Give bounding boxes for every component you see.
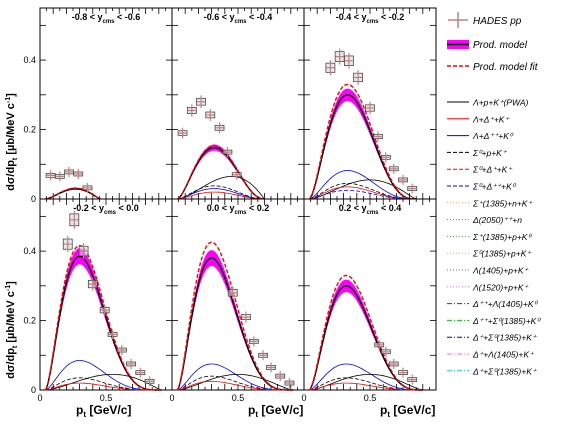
legend-channel-label: Λ+p+K⁺(PWA) [472, 98, 529, 108]
y-axis-title-bottom: dσ/dpt [µb/MeV c-1] [5, 281, 19, 379]
panel-2: -0.6 < ycms < -0.4 [171, 7, 305, 200]
panel-5: 0.0 < ycms < 0.2 [171, 198, 305, 391]
legend: HADES pp Prod. model Prod. model fit Λ+p+K⁺… [447, 12, 541, 376]
legend-channel-label: Δ⁺+Λ(1405)+K⁺ [472, 350, 535, 360]
y-tick-label: 0 [31, 385, 36, 395]
legend-channel-label: Λ(1405)+p+K⁺ [472, 266, 530, 276]
legend-channel-label: Δ⁺+Σ⁰(1385)+K⁺ [472, 333, 538, 343]
prod-model-fit-line [45, 187, 101, 200]
x-axis-title-2: pt [GeV/c] [248, 403, 303, 419]
channel-curve [309, 189, 417, 200]
channel-curve [177, 374, 294, 391]
x-tick-label: 0 [301, 393, 306, 403]
channel-curve [309, 183, 417, 200]
prod-model-fit-line [176, 241, 294, 391]
x-axis-title-3: pt [GeV/c] [380, 403, 435, 419]
x-tick-label: 0 [37, 393, 42, 403]
prod-model-fit-line [177, 144, 265, 200]
channel-curve [177, 176, 265, 200]
legend-channel-label: Δ⁺+Σ⁰(1385)+K⁺ [472, 366, 538, 376]
panel-1: -0.8 < ycms < -0.6 [39, 7, 173, 200]
x-axis-title-1: pt [GeV/c] [76, 403, 131, 419]
panel-frame [39, 7, 173, 200]
channel-curve [177, 185, 265, 200]
channel-curve [309, 170, 417, 200]
x-tick-label: 0.5 [364, 393, 377, 403]
channel-curve [177, 188, 265, 200]
panel-frame [303, 198, 437, 391]
x-tick-label: 0 [169, 393, 174, 403]
channel-curve [177, 191, 265, 200]
legend-channel-label: Δ⁺⁺+Λ(1405)+K⁰ [472, 299, 539, 309]
panel-frame [171, 198, 305, 391]
prod-model-line [177, 146, 265, 200]
x-tick-label: 0.5 [232, 393, 245, 403]
legend-fit-label: Prod. model fit [473, 62, 539, 73]
legend-channel-label: Δ(2050)⁺⁺+n [472, 215, 522, 225]
y-tick-label: 0.4 [23, 55, 36, 65]
legend-channel-label: Σ⁰+Δ⁺+K⁺ [472, 165, 513, 175]
channel-curve [309, 363, 423, 391]
legend-channel-label: Σ⁺(1385)+n+K⁺ [472, 198, 533, 208]
y-tick-label: 0.4 [23, 246, 36, 256]
legend-channel-label: Λ+Δ⁺⁺+K⁰ [472, 131, 514, 141]
panel-title: 0.0 < ycms < 0.2 [207, 203, 270, 216]
y-tick-label: 0.2 [23, 125, 36, 135]
prod-model-fit-line [44, 244, 162, 391]
y-tick-label: 0 [31, 194, 36, 204]
panel-title: -0.4 < ycms < -0.2 [336, 12, 405, 25]
panels-group: -0.8 < ycms < -0.6 -0.6 < ycms < -0.4 -0.4… [23, 7, 437, 403]
channel-curve [45, 377, 162, 391]
legend-hades-label: HADES pp [473, 16, 522, 27]
prod-model-fit-line [308, 83, 417, 200]
panel-title: 0.2 < ycms < 0.4 [339, 203, 402, 216]
axis-titles: dσ/dpt [µb/MeV c-1] dσ/dpt [µb/MeV c-1] … [5, 93, 435, 419]
legend-model-label: Prod. model [473, 40, 528, 51]
legend-channel-label: Λ(1520)+p+K⁺ [472, 282, 530, 292]
channel-curve [45, 374, 162, 391]
legend-channel-label: Λ+Δ⁺+K⁺ [472, 114, 510, 124]
channel-curve [177, 375, 294, 391]
panel-title: -0.8 < ycms < -0.6 [72, 12, 141, 25]
legend-channel-label: Σ⁰+Δ⁺⁺+K⁰ [472, 182, 517, 192]
prod-model-fit-line [308, 274, 423, 391]
x-tick-label: 0.5 [100, 393, 113, 403]
prod-model-band [309, 88, 417, 199]
channel-curve [309, 382, 423, 391]
legend-channel-label: Δ⁺⁺+Σ⁰(1385)+K⁰ [472, 316, 541, 326]
prod-model-line [308, 285, 423, 391]
channel-curve [45, 382, 162, 391]
legend-channel-label: Σ⁰+p+K⁺ [472, 148, 508, 158]
panel-4: -0.2 < ycms < 0.0 [39, 198, 173, 391]
panel-6: 0.2 < ycms < 0.4 [303, 198, 437, 391]
channel-curve [177, 380, 294, 391]
prod-model-line [308, 94, 417, 200]
panel-frame [39, 198, 173, 391]
legend-channel-label: Σ⁺(1385)+p+K⁰ [472, 232, 532, 242]
y-axis-title-top: dσ/dpt [µb/MeV c-1] [5, 93, 19, 191]
panel-3: -0.4 < ycms < -0.2 [303, 7, 437, 200]
panel-title: -0.6 < ycms < -0.4 [204, 12, 273, 25]
legend-channel-label: Σ⁰(1385)+p+K⁺ [472, 249, 532, 259]
panel-title: -0.2 < ycms < 0.0 [73, 203, 139, 216]
y-tick-label: 0.2 [23, 316, 36, 326]
